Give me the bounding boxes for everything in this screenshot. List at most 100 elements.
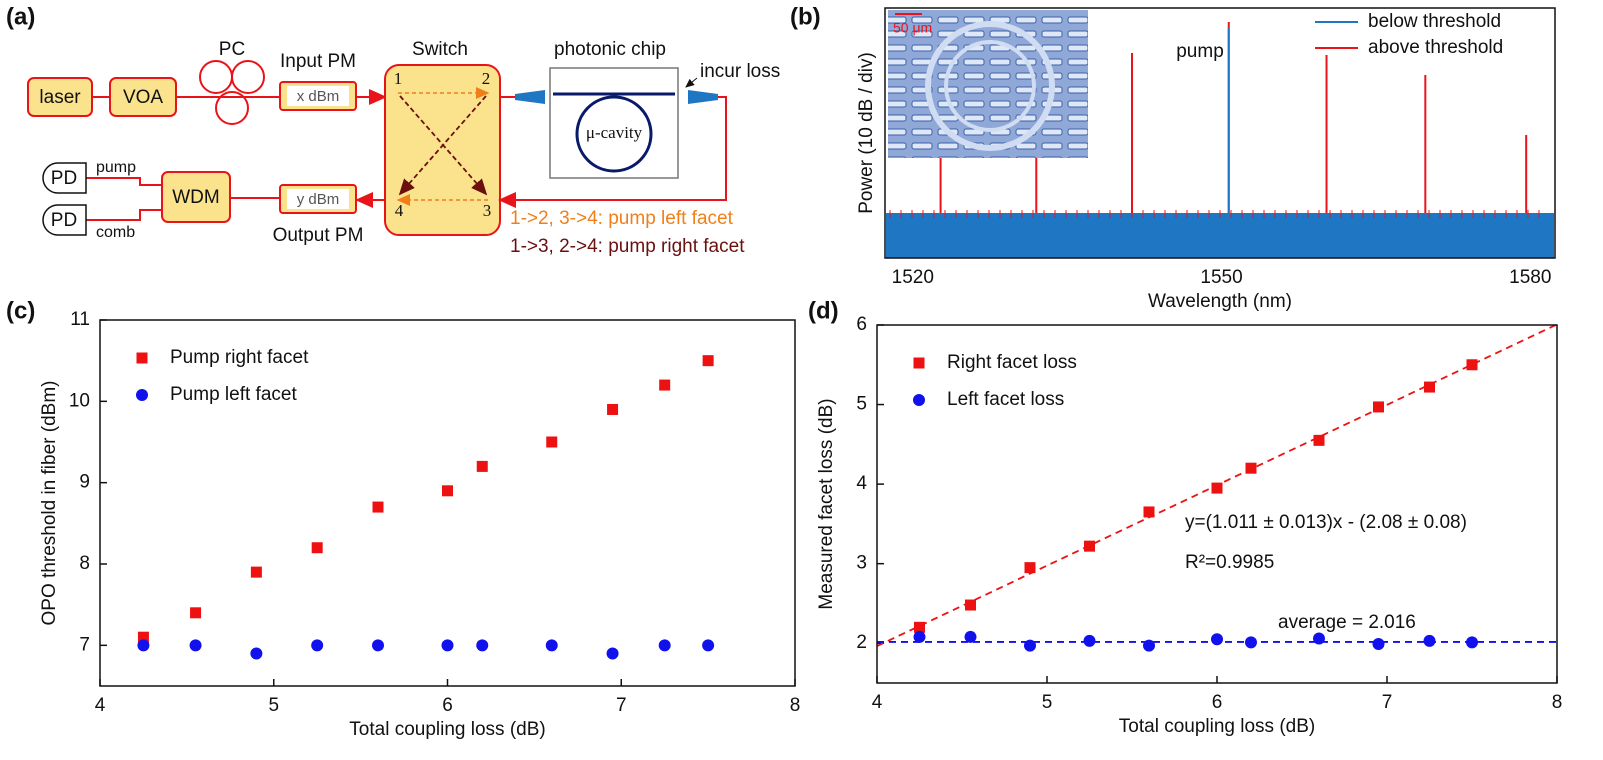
point: [658, 639, 671, 652]
point: [659, 379, 671, 391]
x-tick-label: 6: [1212, 692, 1223, 713]
point: [965, 599, 976, 611]
point: [1424, 381, 1435, 393]
point: [1245, 462, 1257, 474]
point: [189, 639, 202, 652]
point: [441, 639, 454, 652]
x-axis-label: Total coupling loss (dB): [1119, 716, 1315, 737]
input-pm-label: Input PM: [280, 51, 356, 72]
plot-frame: [884, 7, 1556, 259]
point: [1313, 434, 1325, 446]
panel-label: (b): [790, 3, 821, 30]
point: [964, 630, 977, 643]
scale-label: 50 μm: [893, 20, 932, 36]
route-note: 1->3, 2->4: pump right facet: [510, 236, 745, 257]
point: [372, 501, 384, 513]
photodiode: [42, 162, 87, 194]
legend-label: Pump right facet: [170, 347, 309, 368]
chip-box: [549, 67, 679, 179]
pump-label: pump: [96, 159, 136, 176]
point: [250, 566, 262, 578]
pm-display: [287, 86, 349, 106]
x-tick-label: 8: [790, 695, 801, 716]
input-reading: x dBm: [297, 88, 340, 105]
y-tick-label: 5: [856, 394, 867, 415]
y-tick-label: 3: [856, 553, 867, 574]
annotation: pump: [1176, 41, 1224, 62]
point: [1313, 632, 1325, 645]
point: [1372, 638, 1385, 651]
left-taper: [515, 90, 545, 104]
point: [250, 647, 263, 660]
point: [1245, 636, 1257, 649]
legend-label: Right facet loss: [947, 352, 1077, 373]
x-tick-label: 4: [872, 692, 883, 713]
y-axis-label: Measured facet loss (dB): [816, 398, 837, 609]
y-axis-label: Power (10 dB / div): [856, 52, 877, 214]
ring: [575, 95, 653, 173]
legend-swatch: [913, 357, 925, 369]
x-tick-label: 6: [442, 695, 453, 716]
x-tick-label: 7: [1382, 692, 1393, 713]
r-squared: R²=0.9985: [1185, 552, 1274, 573]
output-reading: y dBm: [297, 191, 340, 208]
loss-arrow: [685, 77, 698, 88]
pc-loop: [215, 91, 249, 125]
port: 2: [482, 69, 491, 88]
y-tick-label: 10: [69, 390, 90, 411]
point: [1024, 562, 1036, 574]
point: [476, 460, 488, 472]
point: [702, 355, 714, 367]
x-tick-label: 1550: [1200, 267, 1242, 288]
x-tick-label: 5: [1042, 692, 1053, 713]
panel-labels: (a) (b) (c) (d): [6, 3, 839, 324]
point: [1143, 506, 1155, 518]
x-axis-label: Total coupling loss (dB): [349, 719, 545, 740]
setup-diagram: laser VOA PC x dBm Input PM Switch 1 2 3…: [27, 39, 780, 257]
legend-swatch: [136, 352, 148, 364]
y-axis-label: OPO threshold in fiber (dBm): [39, 381, 60, 626]
loss-label: incur loss: [700, 61, 780, 82]
port: 1: [394, 69, 403, 88]
point: [1084, 540, 1095, 552]
x-tick-label: 8: [1552, 692, 1563, 713]
point: [137, 639, 150, 652]
y-tick-label: 2: [856, 632, 867, 653]
output-pm-label: Output PM: [273, 225, 364, 246]
legend-label: below threshold: [1368, 11, 1501, 32]
pc-label: PC: [219, 39, 245, 60]
y-tick-label: 8: [79, 553, 90, 574]
y-tick-label: 7: [79, 634, 90, 655]
fit-equation: y=(1.011 ± 0.013)x - (2.08 ± 0.08): [1185, 512, 1467, 533]
legend-label: above threshold: [1368, 37, 1503, 58]
point: [311, 542, 323, 554]
plot-frame: [99, 319, 796, 687]
point: [1143, 639, 1155, 652]
x-tick-label: 7: [616, 695, 627, 716]
point: [545, 639, 558, 652]
wdm-label: WDM: [172, 187, 219, 208]
photodiode: [42, 204, 87, 236]
y-tick-label: 9: [79, 472, 90, 493]
pd-label: PD: [51, 168, 77, 189]
chip-label: photonic chip: [554, 39, 666, 60]
right-taper: [688, 90, 718, 104]
point: [190, 607, 202, 619]
port: 3: [483, 201, 492, 220]
x-tick-label: 4: [95, 695, 106, 716]
port: 4: [395, 201, 404, 220]
point: [1211, 633, 1223, 646]
fiber: [86, 209, 162, 221]
route-arrow: [398, 95, 487, 196]
x-tick-label: 1580: [1509, 267, 1551, 288]
point: [372, 639, 384, 652]
pc-loop: [231, 60, 265, 94]
y-tick-label: 11: [70, 309, 90, 330]
panel-label: (d): [808, 297, 839, 324]
panel-label: (c): [6, 297, 35, 324]
point: [1373, 401, 1384, 413]
point: [606, 647, 619, 660]
voa-label: VOA: [123, 87, 163, 108]
legend-label: Left facet loss: [947, 389, 1064, 410]
